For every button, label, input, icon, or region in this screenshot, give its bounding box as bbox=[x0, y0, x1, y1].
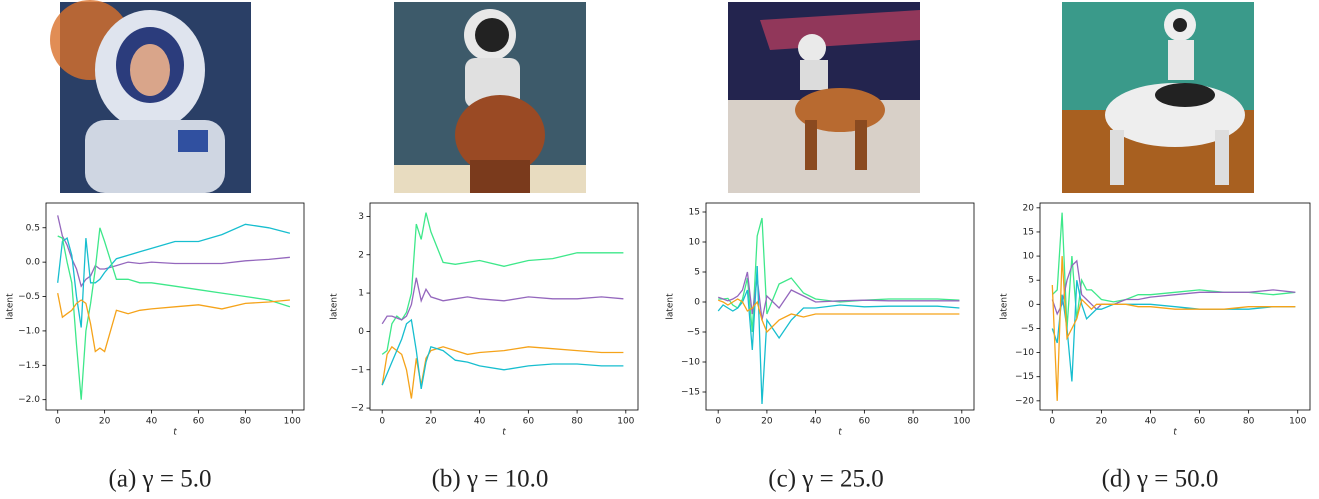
x-tick-label: 60 bbox=[523, 417, 535, 427]
y-tick-label: 5 bbox=[694, 268, 700, 278]
x-axis-label: t bbox=[502, 428, 506, 438]
x-tick-label: 80 bbox=[907, 417, 919, 427]
x-tick-label: 40 bbox=[474, 417, 486, 427]
x-axis-label: t bbox=[838, 428, 842, 438]
caption: (d) γ = 50.0 bbox=[1102, 466, 1219, 493]
x-tick-label: 20 bbox=[99, 417, 111, 427]
x-tick-label: 100 bbox=[953, 417, 970, 427]
x-tick-label: 60 bbox=[859, 417, 871, 427]
y-tick-label: 3 bbox=[358, 212, 364, 222]
x-axis-label: t bbox=[173, 428, 177, 438]
y-tick-label: 15 bbox=[1023, 227, 1034, 237]
y-tick-label: 5 bbox=[1028, 276, 1034, 286]
x-tick-label: 20 bbox=[761, 417, 773, 427]
caption: (a) γ = 5.0 bbox=[109, 466, 212, 493]
y-tick-label: −2.0 bbox=[18, 395, 40, 405]
series-line bbox=[382, 213, 623, 355]
image-a bbox=[50, 0, 251, 193]
y-axis-label: latent bbox=[6, 293, 16, 320]
x-axis-label: t bbox=[1173, 428, 1177, 438]
y-tick-label: −20 bbox=[1015, 396, 1034, 406]
y-axis-label: latent bbox=[330, 293, 340, 320]
series-line bbox=[58, 228, 290, 400]
y-tick-label: −1.0 bbox=[18, 326, 40, 336]
x-tick-label: 40 bbox=[146, 417, 158, 427]
x-tick-label: 80 bbox=[240, 417, 252, 427]
x-tick-label: 20 bbox=[1096, 417, 1108, 427]
x-tick-label: 0 bbox=[1049, 417, 1055, 427]
x-tick-label: 80 bbox=[1243, 417, 1255, 427]
y-tick-label: −10 bbox=[681, 358, 700, 368]
y-tick-label: 1 bbox=[358, 289, 364, 299]
series-line bbox=[382, 347, 623, 399]
y-tick-label: 0.0 bbox=[26, 258, 41, 268]
series-line bbox=[58, 293, 290, 351]
x-tick-label: 0 bbox=[715, 417, 721, 427]
y-tick-label: 10 bbox=[689, 238, 701, 248]
y-tick-label: −5 bbox=[1021, 324, 1034, 334]
y-axis-label: latent bbox=[1000, 293, 1010, 320]
x-tick-label: 100 bbox=[617, 417, 634, 427]
y-tick-label: 10 bbox=[1023, 252, 1035, 262]
y-tick-label: −2 bbox=[351, 404, 364, 414]
image-b bbox=[394, 2, 586, 193]
y-tick-label: −15 bbox=[681, 388, 700, 398]
y-tick-label: 0.5 bbox=[26, 223, 40, 233]
image-c bbox=[728, 2, 920, 193]
x-tick-label: 100 bbox=[1289, 417, 1306, 427]
chart: −2.0 −1.5 −1.0 −0.5 0.0 0.5 0 20 40 60 80 100 t laten… bbox=[6, 203, 305, 493]
x-tick-label: 100 bbox=[284, 417, 301, 427]
caption: (c) γ = 25.0 bbox=[768, 466, 883, 493]
x-tick-label: 40 bbox=[1145, 417, 1157, 427]
series-line bbox=[382, 278, 623, 324]
y-tick-label: 15 bbox=[689, 208, 700, 218]
y-tick-label: −0.5 bbox=[18, 292, 40, 302]
y-tick-label: 20 bbox=[1023, 203, 1035, 213]
y-tick-label: 0 bbox=[358, 327, 364, 337]
y-tick-label: 0 bbox=[694, 298, 700, 308]
x-tick-label: 60 bbox=[193, 417, 205, 427]
y-tick-label: −1.5 bbox=[18, 361, 40, 371]
x-tick-label: 60 bbox=[1194, 417, 1206, 427]
page: {"chart_data":[ {"type":"line","caption"… bbox=[0, 0, 1319, 499]
series-line bbox=[58, 224, 290, 327]
x-tick-label: 40 bbox=[810, 417, 822, 427]
figure: −2.0−1.5−1.0−0.50.00.5020406080100tlaten… bbox=[0, 0, 1319, 499]
chart: −20 −15 −10 −5 0 5 10 15 20 0 20 40 60 80 100 t latent (d… bbox=[1000, 203, 1311, 493]
y-tick-label: −10 bbox=[1015, 348, 1034, 358]
series-line bbox=[1052, 213, 1295, 329]
series-line bbox=[1052, 256, 1295, 401]
series-line bbox=[382, 320, 623, 389]
y-tick-label: −15 bbox=[1015, 372, 1034, 382]
y-tick-label: −1 bbox=[351, 365, 364, 375]
x-tick-label: 0 bbox=[55, 417, 61, 427]
x-tick-label: 0 bbox=[379, 417, 385, 427]
chart: −2 −1 0 1 2 3 0 20 40 60 80 100 t latent (b) γ = 10.0 bbox=[330, 203, 639, 493]
y-tick-label: −5 bbox=[687, 328, 700, 338]
image-d bbox=[1062, 2, 1254, 193]
y-axis-label: latent bbox=[666, 293, 676, 320]
x-tick-label: 20 bbox=[425, 417, 437, 427]
caption: (b) γ = 10.0 bbox=[432, 466, 549, 493]
chart: −15 −10 −5 0 5 10 15 0 20 40 60 80 100 t latent (c) γ =… bbox=[666, 203, 975, 493]
x-tick-label: 80 bbox=[571, 417, 583, 427]
y-tick-label: 0 bbox=[1028, 300, 1034, 310]
y-tick-label: 2 bbox=[358, 250, 364, 260]
